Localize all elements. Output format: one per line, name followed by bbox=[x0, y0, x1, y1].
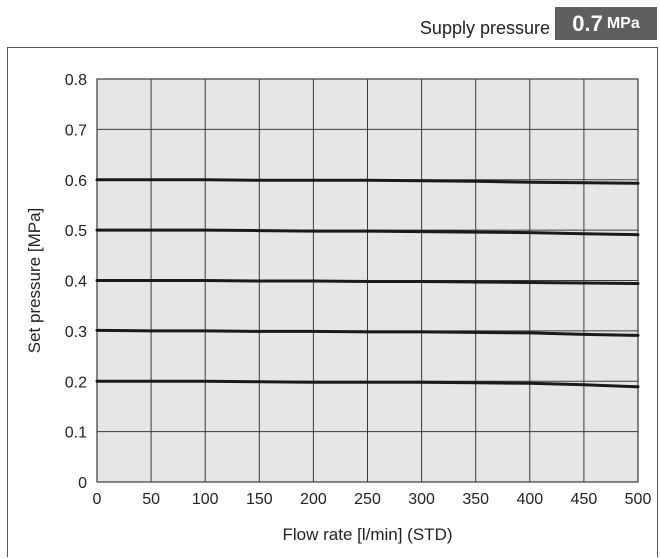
x-tick-labels: 0 50 100 150 200 250 300 350 400 450 500 bbox=[93, 491, 652, 508]
x-tick-label: 250 bbox=[354, 491, 381, 508]
x-tick-label: 200 bbox=[300, 491, 327, 508]
y-tick-label: 0.6 bbox=[65, 173, 87, 190]
chart-frame bbox=[7, 47, 658, 557]
x-tick-label: 450 bbox=[571, 491, 598, 508]
x-tick-label: 350 bbox=[462, 491, 489, 508]
x-tick-label: 300 bbox=[408, 491, 435, 508]
series-line-5 bbox=[95, 379, 640, 389]
supply-pressure-unit: MPa bbox=[606, 14, 640, 32]
supply-pressure-badge: 0.7 MPa bbox=[555, 7, 657, 40]
series-group bbox=[95, 178, 640, 389]
x-tick-label: 400 bbox=[516, 491, 543, 508]
y-tick-label: 0 bbox=[78, 475, 87, 492]
y-tick-label: 0.5 bbox=[65, 223, 87, 240]
y-tick-label: 0.7 bbox=[65, 122, 87, 139]
y-axis-title: Set pressure [MPa] bbox=[25, 208, 44, 354]
series-line-4 bbox=[95, 328, 640, 337]
supply-pressure-value: 0.7 bbox=[572, 10, 603, 36]
y-tick-label: 0.1 bbox=[65, 425, 87, 442]
series-line-2 bbox=[95, 228, 640, 237]
x-tick-label: 0 bbox=[93, 491, 102, 508]
x-tick-label: 100 bbox=[192, 491, 219, 508]
y-tick-label: 0.2 bbox=[65, 374, 87, 391]
x-tick-label: 150 bbox=[246, 491, 273, 508]
y-tick-label: 0.4 bbox=[65, 274, 87, 291]
series-line-1 bbox=[95, 178, 640, 185]
y-tick-labels: 0 0.1 0.2 0.3 0.4 0.5 0.6 0.7 0.8 bbox=[65, 72, 87, 492]
x-tick-label: 50 bbox=[142, 491, 160, 508]
series-line-3 bbox=[95, 279, 640, 285]
x-tick-label: 500 bbox=[625, 491, 652, 508]
x-axis-title: Flow rate [l/min] (STD) bbox=[282, 525, 452, 544]
supply-pressure-label: Supply pressure bbox=[419, 18, 550, 38]
y-tick-label: 0.3 bbox=[65, 324, 87, 341]
y-tick-label: 0.8 bbox=[65, 72, 87, 89]
